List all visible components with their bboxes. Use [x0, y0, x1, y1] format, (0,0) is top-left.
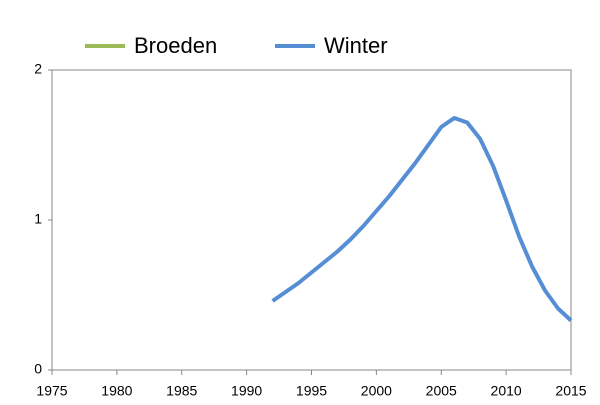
x-tick-label: 1975: [36, 383, 67, 399]
x-tick-label: 2010: [491, 383, 522, 399]
x-tick-label: 1980: [101, 383, 132, 399]
y-tick-label: 1: [34, 211, 42, 227]
y-tick-label: 2: [34, 61, 42, 77]
x-tick-label: 2000: [361, 383, 392, 399]
series-line: [271, 116, 573, 322]
legend-label: Winter: [324, 33, 388, 58]
legend-label: Broeden: [134, 33, 217, 58]
x-tick-label: 1990: [231, 383, 262, 399]
x-tick-label: 2005: [426, 383, 457, 399]
plot-frame: [51, 69, 572, 371]
x-tick-label: 1985: [166, 383, 197, 399]
x-tick-label: 1995: [296, 383, 327, 399]
y-tick-label: 0: [34, 361, 42, 377]
x-tick-label: 2015: [555, 383, 586, 399]
